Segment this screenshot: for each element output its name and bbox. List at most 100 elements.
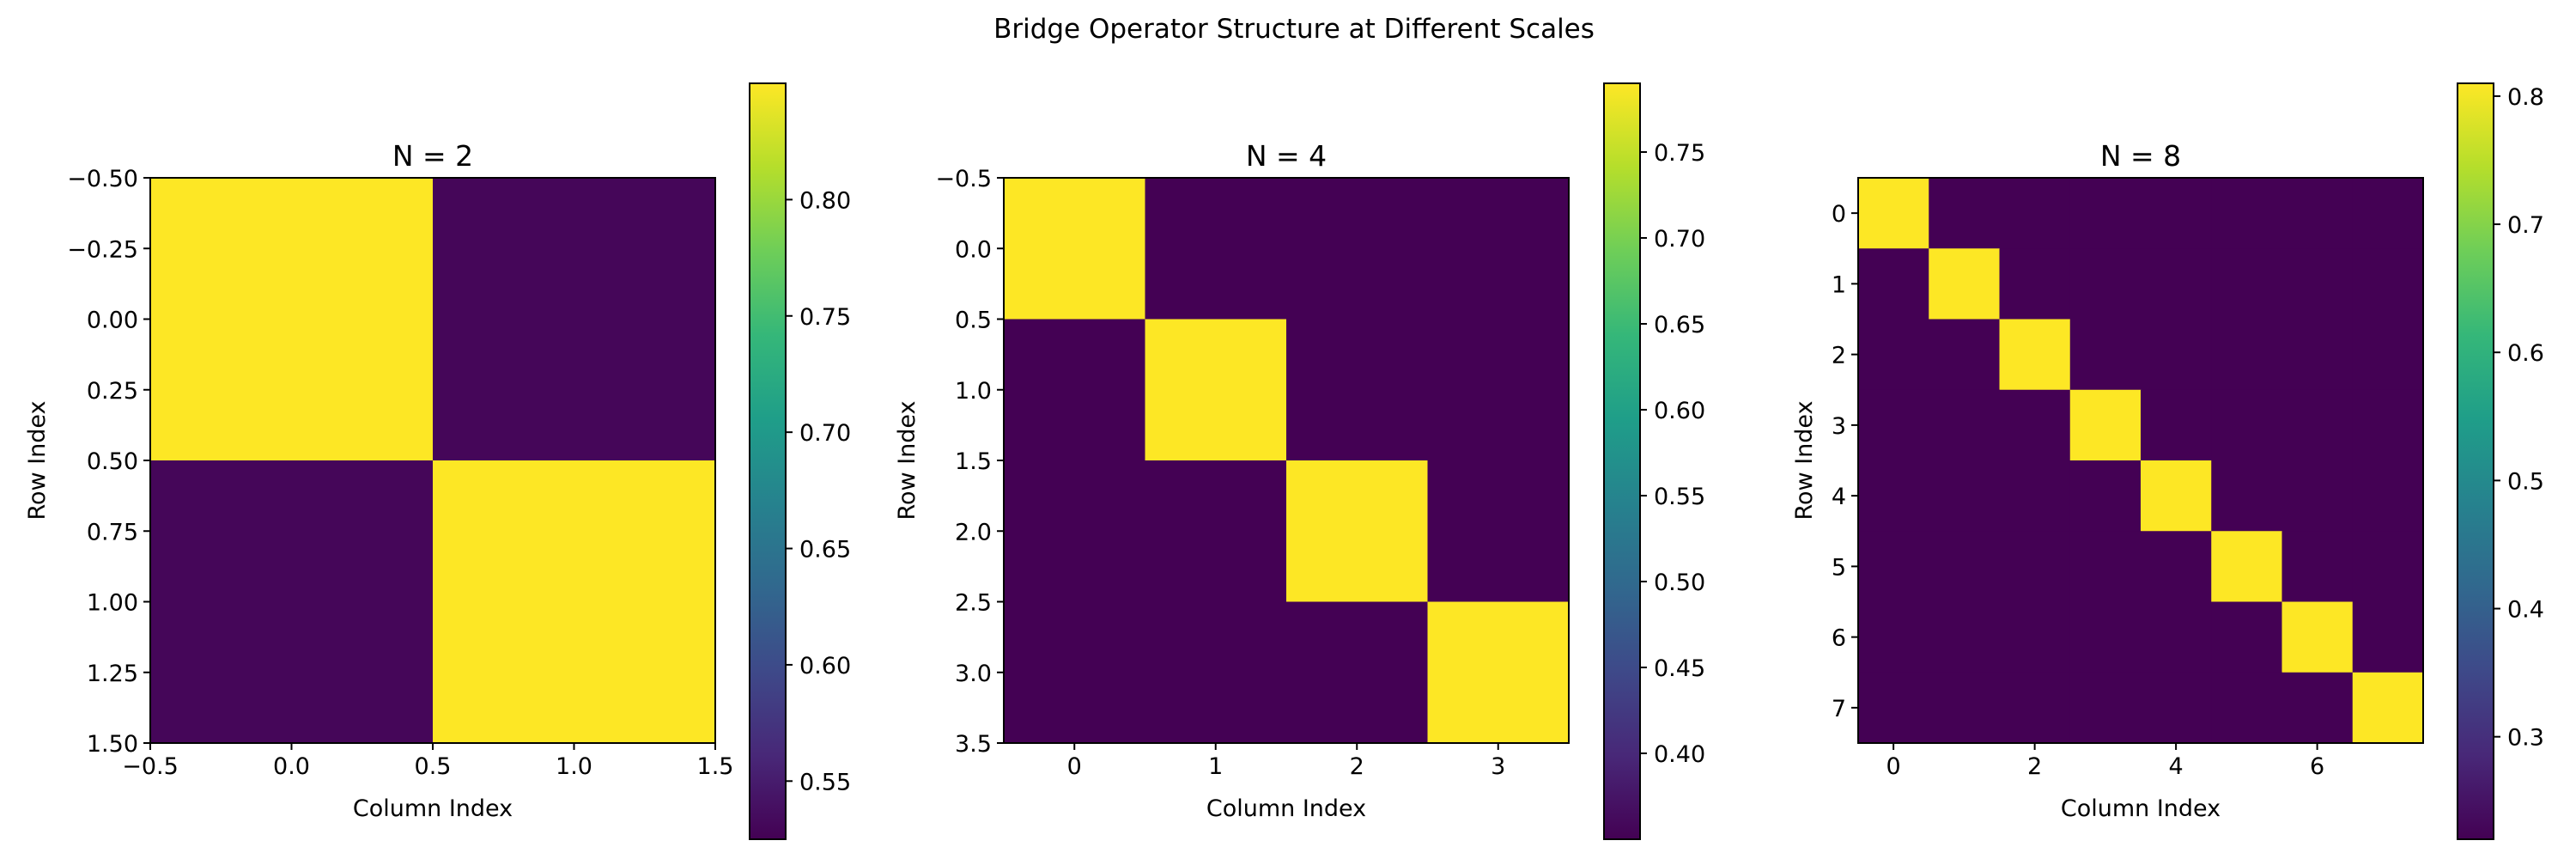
heatmap-cell-r3-c5 — [2211, 389, 2283, 461]
heatmap-cell-r1-c0 — [150, 460, 434, 744]
heatmap-cell-r3-c4 — [2141, 389, 2212, 461]
colorbar-tick-label: 0.55 — [1654, 484, 1705, 510]
heatmap-cell-r6-c3 — [2069, 601, 2142, 673]
colorbar-tick-label: 0.80 — [799, 187, 851, 214]
heatmap-cell-r0-c0 — [1004, 178, 1146, 320]
colorbar-tick-label: 0.3 — [2507, 725, 2544, 752]
colorbar-gradient — [1603, 82, 1641, 840]
heatmap-cell-r2-c3 — [2069, 319, 2142, 391]
y-tick-label: 7 — [1832, 696, 1846, 722]
y-tick-label: 6 — [1832, 625, 1846, 652]
colorbar-tick-label: 0.60 — [1654, 398, 1705, 424]
colorbar-tick-label: 0.6 — [2507, 340, 2544, 367]
heatmap-cell-r5-c0 — [1858, 531, 1929, 603]
heatmap-cell-r1-c3 — [2069, 248, 2142, 320]
colorbar-tick-label: 0.65 — [799, 537, 851, 564]
heatmap-cell-r4-c4 — [2141, 460, 2212, 532]
y-tick-label: 2.0 — [955, 519, 992, 545]
y-tick-label: −0.5 — [935, 166, 992, 192]
panel-title: N = 2 — [392, 139, 473, 173]
colorbar: 0.55 0.60 0.65 0.70 0.75 0.80 — [749, 82, 851, 840]
x-tick-label: 0 — [1886, 753, 1901, 780]
heatmap-cell-r3-c1 — [1929, 389, 2001, 461]
y-tick-label: 3.0 — [955, 661, 992, 687]
heatmap-cell-r0-c2 — [1286, 178, 1429, 320]
heatmap-cell-r5-c5 — [2211, 531, 2283, 603]
x-tick-label: 1 — [1208, 753, 1223, 780]
heatmap-cell-r0-c1 — [1929, 178, 2001, 249]
x-tick-label: 0.0 — [273, 753, 310, 780]
colorbar-tick-label: 0.40 — [1654, 741, 1705, 768]
heatmap-cell-r1-c1 — [1929, 248, 2001, 320]
heatmap-cell-r1-c2 — [1999, 248, 2071, 320]
y-tick-label: 2.5 — [955, 590, 992, 617]
colorbar-tick-label: 0.8 — [2507, 84, 2544, 111]
heatmap-cell-r0-c5 — [2211, 178, 2283, 249]
heatmap-cell-r2-c3 — [1427, 460, 1570, 603]
colorbar-tick-label: 0.75 — [1654, 140, 1705, 167]
heatmap-cell-r0-c4 — [2141, 178, 2212, 249]
x-axis-label: Column Index — [1206, 795, 1366, 822]
y-tick-label: 1.25 — [87, 661, 138, 687]
x-tick-label: 2 — [1350, 753, 1364, 780]
heatmap-cells — [1858, 178, 2424, 744]
heatmap-cell-r1-c0 — [1004, 319, 1146, 461]
heatmap-cell-r0-c1 — [433, 178, 716, 461]
y-tick-label: 0.25 — [87, 378, 138, 405]
colorbar-tick-label: 0.65 — [1654, 312, 1705, 338]
y-tick-label: 0 — [1832, 201, 1846, 228]
heatmap-cell-r6-c7 — [2352, 601, 2424, 673]
x-tick-label: 4 — [2169, 753, 2184, 780]
y-tick-label: −0.50 — [67, 166, 138, 192]
heatmap-cell-r0-c0 — [1858, 178, 1929, 249]
y-tick-label: 5 — [1832, 554, 1846, 581]
y-tick-label: 0.0 — [955, 236, 992, 263]
colorbar-tick-label: 0.70 — [799, 420, 851, 447]
heatmap-cell-r5-c7 — [2352, 531, 2424, 603]
heatmap-cell-r2-c1 — [1145, 460, 1287, 603]
heatmap-cell-r6-c5 — [2211, 601, 2283, 673]
heatmap-cell-r0-c3 — [1427, 178, 1570, 320]
colorbar-gradient — [2457, 82, 2494, 840]
colorbar-tick-label: 0.75 — [799, 304, 851, 331]
heatmap-cell-r1-c6 — [2281, 248, 2354, 320]
heatmap-cell-r1-c7 — [2352, 248, 2424, 320]
heatmap-cell-r4-c1 — [1929, 460, 2001, 532]
heatmap-cell-r6-c1 — [1929, 601, 2001, 673]
heatmap-cell-r4-c6 — [2281, 460, 2354, 532]
colorbar: 0.40 0.45 0.50 0.55 0.60 0.65 0.70 0.75 — [1603, 82, 1705, 840]
heatmap-cell-r3-c3 — [1427, 601, 1570, 744]
colorbar-tick-label: 0.5 — [2507, 468, 2544, 495]
heatmap-cell-r7-c2 — [1999, 672, 2071, 744]
heatmap-cell-r0-c0 — [150, 178, 434, 461]
heatmap-cell-r2-c0 — [1004, 460, 1146, 603]
heatmap-cell-r5-c3 — [2069, 531, 2142, 603]
heatmap-cell-r2-c5 — [2211, 319, 2283, 391]
x-tick-label: 0.5 — [415, 753, 452, 780]
heatmap-cells — [1004, 178, 1570, 744]
heatmap-cell-r7-c4 — [2141, 672, 2212, 744]
heatmap-cell-r4-c2 — [1999, 460, 2071, 532]
y-tick-label: 1.5 — [955, 448, 992, 475]
y-tick-label: 3.5 — [955, 731, 992, 758]
heatmap-cell-r1-c1 — [1145, 319, 1287, 461]
y-tick-label: 0.75 — [87, 519, 138, 545]
x-tick-label: 3 — [1491, 753, 1505, 780]
y-tick-label: 0.5 — [955, 308, 992, 334]
heatmap-cell-r7-c1 — [1929, 672, 2001, 744]
heatmap-cell-r7-c6 — [2281, 672, 2354, 744]
heatmap-cell-r5-c2 — [1999, 531, 2071, 603]
heatmap-panel-2: N = 4 0 1 2 3 −0.5 0.0 0.5 1.0 1.5 2.0 2.5 3.0 3.5 Col… — [894, 82, 1705, 840]
heatmap-cell-r5-c1 — [1929, 531, 2001, 603]
heatmap-cell-r7-c7 — [2352, 672, 2424, 744]
heatmap-cell-r0-c6 — [2281, 178, 2354, 249]
y-tick-label: −0.25 — [67, 236, 138, 263]
heatmap-cell-r6-c0 — [1858, 601, 1929, 673]
colorbar: 0.3 0.4 0.5 0.6 0.7 0.8 — [2457, 82, 2544, 840]
heatmap-cell-r4-c7 — [2352, 460, 2424, 532]
heatmap-cell-r1-c0 — [1858, 248, 1929, 320]
y-axis-label: Row Index — [24, 400, 51, 520]
heatmap-cell-r1-c5 — [2211, 248, 2283, 320]
colorbar-tick-label: 0.60 — [799, 653, 851, 679]
heatmap-cell-r2-c6 — [2281, 319, 2354, 391]
